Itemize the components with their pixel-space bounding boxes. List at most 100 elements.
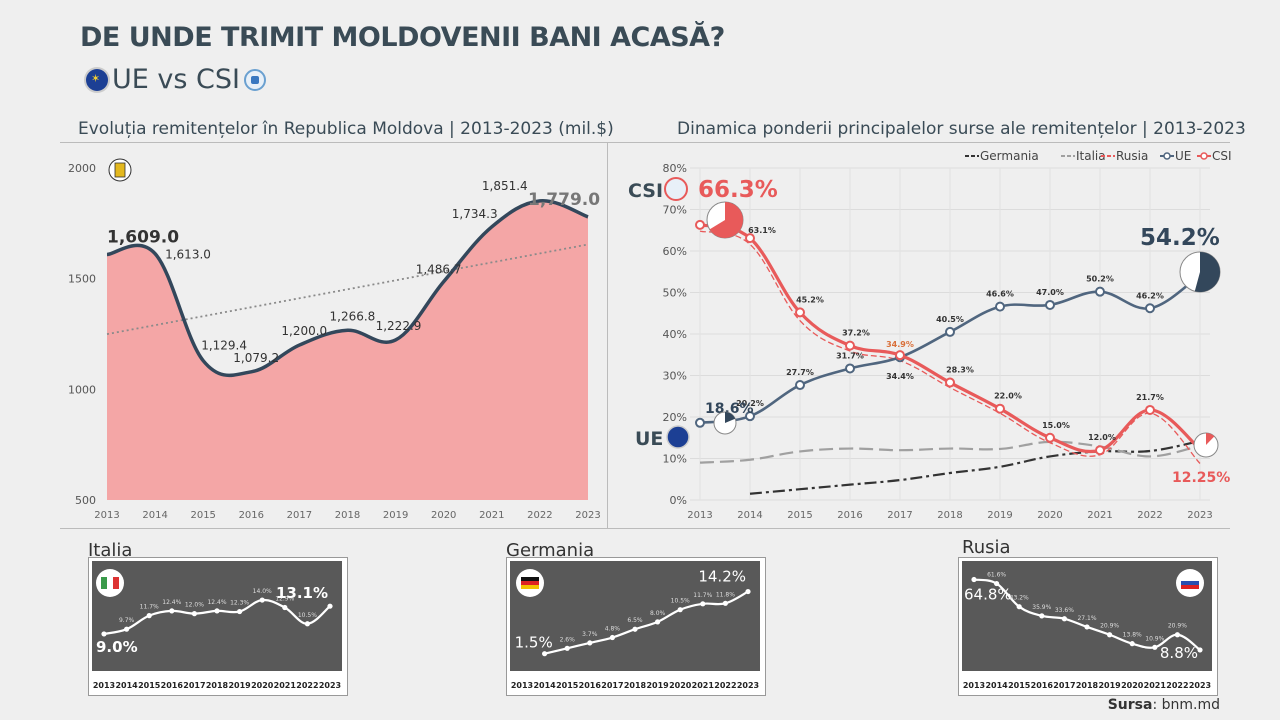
mini-point	[169, 608, 175, 614]
csi-data-label: 15.0%	[1042, 421, 1070, 430]
mini-data-label: 12.3%	[230, 600, 249, 607]
mini-point	[259, 597, 265, 603]
csi-emblem-icon	[664, 177, 688, 201]
csi-data-label: 45.2%	[796, 295, 824, 304]
mini-x-label: 2023	[1189, 681, 1211, 690]
csi-data-label: 37.2%	[842, 329, 870, 338]
mini-background	[962, 561, 1212, 671]
page-title: DE UNDE TRIMIT MOLDOVENII BANI ACASĂ?	[80, 22, 725, 53]
x-tick-label: 2021	[479, 510, 504, 521]
point-ue	[745, 411, 755, 422]
x-tick-label: 2018	[335, 510, 360, 521]
x-tick-label: 2020	[1037, 510, 1062, 521]
legend-label: Germania	[980, 149, 1039, 163]
point-csi	[1045, 432, 1055, 443]
x-tick-label: 2023	[1187, 510, 1212, 521]
germany-flag-icon	[521, 577, 539, 581]
y-tick-label: 1000	[68, 383, 96, 396]
mini-point	[1061, 616, 1067, 622]
ue-end-label: 54.2%	[1140, 225, 1220, 251]
x-tick-label: 2017	[287, 510, 312, 521]
mini-x-label: 2013	[511, 681, 533, 690]
mini-point	[237, 608, 243, 615]
csi-data-label: 21.7%	[1136, 393, 1164, 402]
ue-end-pie	[1194, 252, 1220, 292]
mini-point	[124, 626, 130, 632]
csi-callout-value: 66.3%	[698, 177, 778, 203]
mini-data-label: 11.7%	[140, 604, 159, 611]
series-line-germania	[749, 439, 1201, 495]
mini-x-label: 2019	[1098, 681, 1121, 690]
mini-x-label: 2021	[692, 681, 715, 690]
mini-x-label: 2018	[624, 681, 647, 690]
mini-x-label: 2013	[93, 681, 115, 690]
mini-x-label: 2017	[1053, 681, 1075, 690]
mini-x-label: 2015	[138, 681, 161, 690]
mini-x-label: 2016	[161, 681, 184, 690]
series-line-italia	[699, 440, 1201, 464]
ue-data-label: 40.5%	[936, 315, 964, 324]
shares-chart-title: Dinamica ponderii principalelor surse al…	[677, 119, 1246, 139]
mini-data-label: 64.8%	[964, 586, 1012, 604]
csi-callout-label: CSI	[628, 180, 663, 202]
russia-flag-icon	[1181, 577, 1199, 581]
mini-x-label: 2014	[985, 681, 1008, 690]
mini-point	[1016, 604, 1022, 610]
point-ue	[1045, 299, 1055, 310]
mini-point	[994, 580, 1000, 587]
italy-flag-icon	[113, 577, 119, 589]
data-label: 1,079.2	[233, 351, 279, 365]
point-ue	[795, 380, 805, 391]
mini-point	[1174, 632, 1180, 638]
y-tick-label: 70%	[663, 204, 687, 217]
subtitle-text: UE vs CSI	[112, 64, 240, 95]
mini-point	[1039, 613, 1045, 619]
mini-x-label: 2018	[206, 681, 229, 690]
mini-point	[655, 619, 661, 625]
csi-data-label: 34.9%	[886, 340, 914, 349]
mini-x-label: 2022	[714, 681, 736, 690]
vertical-divider	[607, 143, 608, 528]
mini-x-label: 2014	[533, 681, 556, 690]
ue-data-label: 27.7%	[786, 368, 814, 377]
mini-x-label: 2019	[228, 681, 251, 690]
mini-point	[304, 621, 310, 627]
mini-point	[214, 608, 220, 614]
germany-flag-icon	[521, 585, 539, 589]
data-label: 1,613.0	[165, 248, 211, 262]
data-label: 1,129.4	[201, 339, 247, 353]
x-tick-label: 2018	[937, 510, 962, 521]
x-tick-label: 2017	[887, 510, 912, 521]
point-csi	[895, 350, 905, 361]
mini-data-label: 13.1%	[276, 584, 328, 602]
data-label: 1,851.4	[482, 179, 528, 193]
ue-data-label: 46.6%	[986, 290, 1014, 299]
mini-x-label: 2022	[1166, 681, 1188, 690]
trendline	[106, 243, 589, 336]
mini-point	[542, 651, 548, 657]
csi-data-label: 63.1%	[748, 226, 776, 235]
mini-point	[587, 640, 593, 646]
mini-data-label: 27.1%	[1077, 615, 1096, 622]
x-tick-label: 2021	[1087, 510, 1112, 521]
data-label: 1,609.0	[107, 228, 179, 248]
mini-data-label: 10.9%	[1145, 635, 1164, 642]
point-ue	[1145, 303, 1155, 314]
ue-data-label: 34.4%	[886, 372, 914, 381]
point-ue	[995, 301, 1005, 312]
mini-data-label: 4.8%	[605, 626, 621, 633]
x-tick-label: 2019	[383, 510, 408, 521]
y-tick-label: 0%	[670, 494, 687, 507]
x-tick-label: 2014	[142, 510, 167, 521]
legend-label: CSI	[1212, 149, 1232, 163]
mini-point	[609, 634, 615, 641]
top-divider	[60, 142, 1230, 143]
eu-flag-icon	[86, 68, 108, 91]
mini-point	[191, 611, 197, 617]
data-label: 1,734.3	[452, 207, 498, 221]
csi-end-pie	[1206, 433, 1215, 445]
mini-x-label: 2022	[296, 681, 318, 690]
mini-x-label: 2023	[737, 681, 759, 690]
mini-data-label: 33.6%	[1055, 607, 1074, 614]
mini-data-label: 8.8%	[1160, 644, 1198, 662]
